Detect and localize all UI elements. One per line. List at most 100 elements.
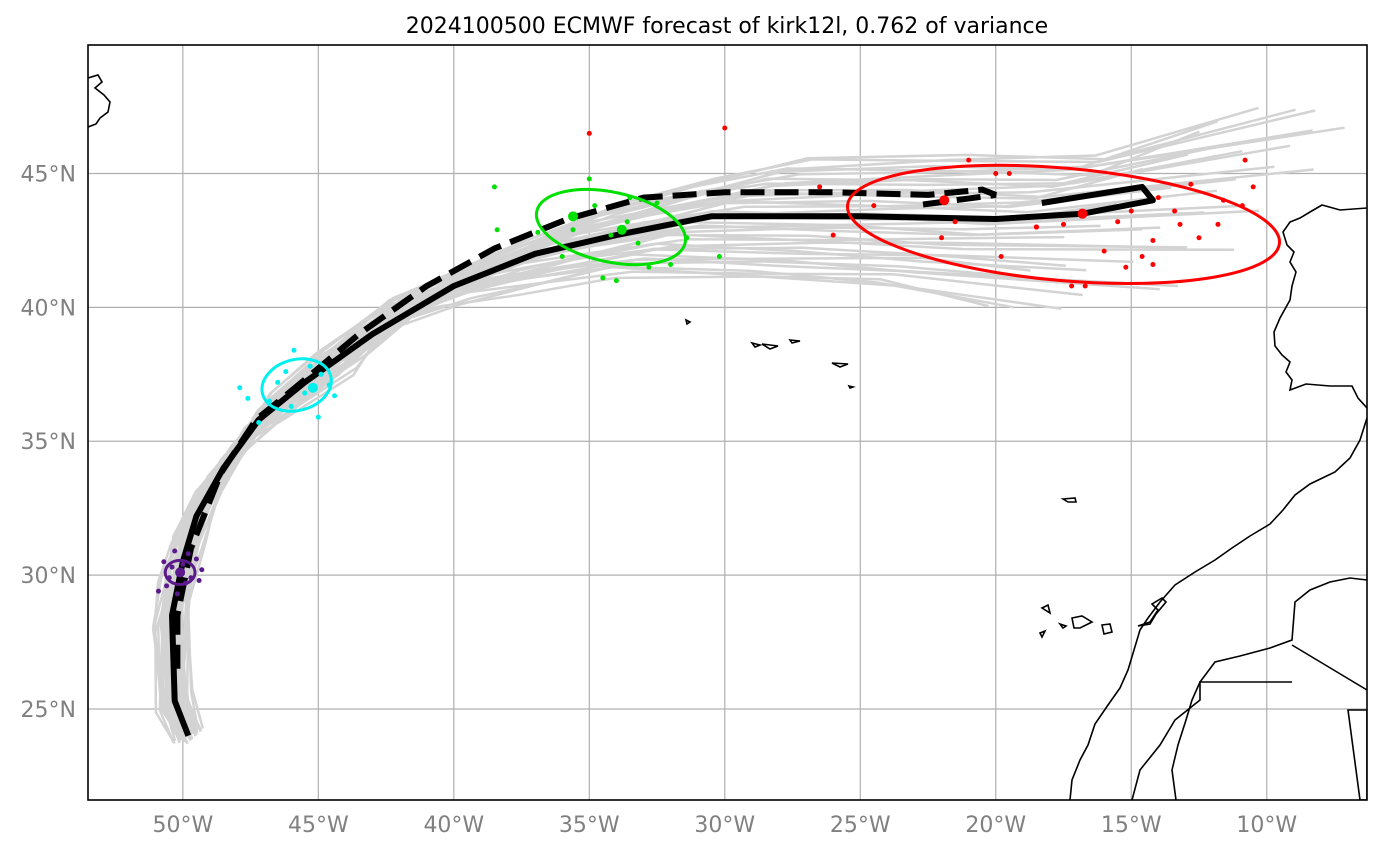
position-point-t2 <box>646 264 652 270</box>
position-point-t2 <box>586 176 592 182</box>
position-point-t1 <box>256 420 262 425</box>
uncertainty-ellipse-1 <box>260 357 333 413</box>
position-point-t2 <box>635 240 641 246</box>
position-point-t3 <box>939 235 945 241</box>
lon-tick-label: 20°W <box>965 813 1026 838</box>
ensemble-member-tracks <box>151 106 1345 745</box>
position-point-t2 <box>592 203 598 209</box>
ensemble-track <box>156 242 1087 741</box>
position-point-t3 <box>586 130 592 136</box>
position-point-t2 <box>570 227 576 233</box>
position-point-t3 <box>1242 157 1248 163</box>
lon-tick-label: 10°W <box>1236 813 1297 838</box>
position-point-t3 <box>1061 221 1067 227</box>
lon-tick-label: 25°W <box>830 813 891 838</box>
position-point-t0 <box>185 551 191 557</box>
position-point-t3 <box>1150 262 1156 268</box>
position-point-t3 <box>1082 283 1088 289</box>
position-point-t2 <box>608 232 614 238</box>
position-point-t1 <box>315 414 321 420</box>
position-point-t1 <box>245 395 251 401</box>
mean-position-marker <box>1077 208 1088 219</box>
mean-position-marker <box>568 211 579 222</box>
africa-border-3 <box>1131 681 1292 800</box>
africa-border-1 <box>1171 577 1367 800</box>
position-point-t3 <box>1128 208 1134 214</box>
lon-tick-label: 15°W <box>1101 813 1162 838</box>
mean-position-marker <box>939 195 950 206</box>
position-point-t2 <box>535 229 541 235</box>
position-point-t2 <box>624 219 630 225</box>
newfoundland-coast <box>88 74 111 128</box>
position-point-t2 <box>716 254 722 260</box>
position-point-t0 <box>180 561 186 567</box>
position-point-t0 <box>155 588 161 594</box>
lon-tick-label: 50°W <box>152 813 213 838</box>
lat-tick-label: 45°N <box>21 163 76 188</box>
ensemble-track <box>165 209 1260 737</box>
position-point-t3 <box>1069 283 1075 289</box>
position-point-t0 <box>169 564 175 570</box>
ensemble-track <box>176 109 1316 729</box>
ensemble-track <box>178 168 1314 734</box>
position-point-t1 <box>275 379 281 385</box>
position-point-t1 <box>237 385 243 391</box>
position-point-t0 <box>161 559 167 565</box>
uncertainty-ellipse-3 <box>845 163 1282 285</box>
coastlines <box>88 74 1367 800</box>
ensemble-track <box>165 266 1062 744</box>
position-point-t2 <box>668 262 674 268</box>
position-point-t1 <box>291 347 297 353</box>
position-point-t0 <box>193 556 199 562</box>
position-point-t2 <box>654 200 660 206</box>
africa-border-4 <box>1347 709 1367 800</box>
uncertainty-ellipse-2 <box>534 188 688 267</box>
position-point-t3 <box>1196 235 1202 241</box>
mean-position-marker <box>307 382 318 393</box>
graticule <box>88 45 1367 800</box>
ensemble-mean-track <box>174 186 997 669</box>
lon-tick-label: 45°W <box>288 813 349 838</box>
ensemble-track <box>153 275 990 745</box>
axis-tick-labels: 50°W 45°W 40°W 35°W 30°W 25°W 20°W 15°W 10°W 45°N… <box>21 163 1298 838</box>
position-point-t2 <box>600 275 606 281</box>
position-point-t2 <box>559 254 565 260</box>
position-point-t2 <box>491 184 497 190</box>
position-point-t3 <box>1155 195 1161 201</box>
azores-islands <box>684 318 856 389</box>
position-point-t0 <box>164 583 170 589</box>
africa-border-2 <box>1291 644 1367 691</box>
position-point-t0 <box>196 577 202 583</box>
position-point-t3 <box>1139 254 1145 260</box>
position-point-t3 <box>1150 237 1156 243</box>
ensemble-track <box>171 248 1134 741</box>
position-point-t0 <box>174 591 180 597</box>
lon-tick-label: 35°W <box>559 813 620 838</box>
ensemble-track <box>152 257 1178 743</box>
position-point-t3 <box>1123 264 1129 270</box>
position-point-t3 <box>722 125 728 131</box>
ensemble-track <box>165 224 1101 739</box>
ensemble-track <box>168 167 1144 734</box>
ensemble-track <box>165 253 1160 743</box>
lat-tick-label: 30°N <box>21 564 76 589</box>
position-point-t0 <box>172 548 178 554</box>
position-point-t2 <box>494 227 500 233</box>
position-point-t0 <box>199 567 205 573</box>
position-point-t3 <box>993 171 999 177</box>
ensemble-track <box>173 233 1235 739</box>
plot-frame <box>87 44 1368 801</box>
position-point-t3 <box>817 184 823 190</box>
mean-position-marker <box>616 224 627 235</box>
position-point-t3 <box>1250 184 1256 190</box>
ensemble-track <box>185 144 1291 732</box>
position-point-t3 <box>1172 208 1178 214</box>
ensemble-track <box>162 246 1066 742</box>
position-point-t3 <box>952 219 958 225</box>
position-point-t3 <box>830 232 836 238</box>
ensemble-track <box>168 204 1238 737</box>
position-point-t3 <box>1101 248 1107 254</box>
position-point-t3 <box>998 254 1004 260</box>
ensemble-track <box>158 260 1117 743</box>
